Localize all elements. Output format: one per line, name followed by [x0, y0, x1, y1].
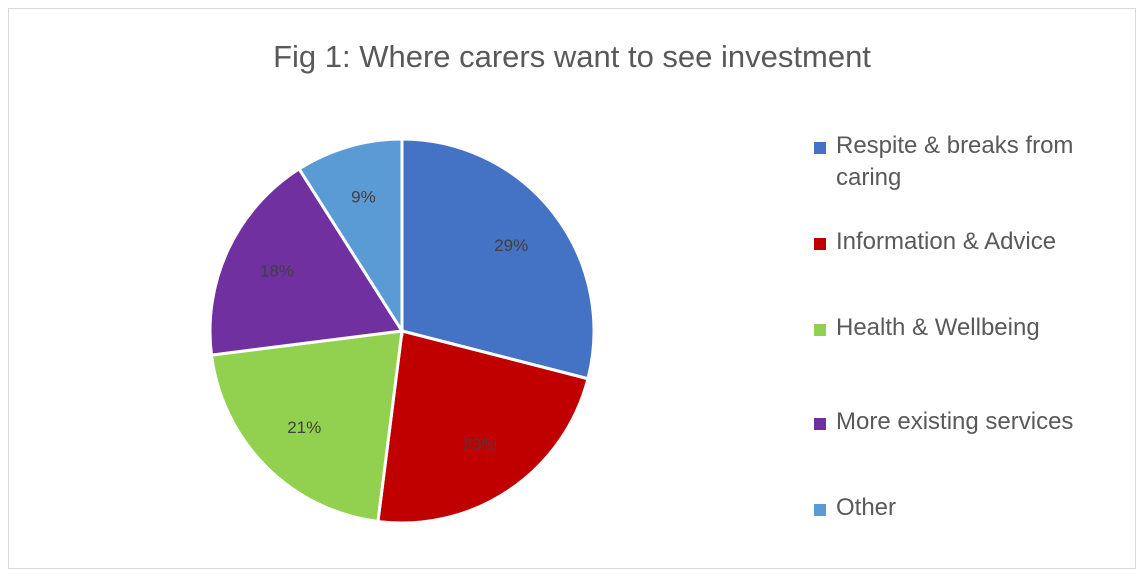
data-label-other: 9% [351, 188, 376, 207]
chart-title: Fig 1: Where carers want to see investme… [273, 39, 871, 74]
legend-swatch [814, 418, 826, 430]
legend-label: Health & Wellbeing [836, 314, 1040, 341]
legend-swatch [814, 504, 826, 516]
legend-item-respite: Respite & breaks from caring [814, 130, 1134, 194]
legend-item-health: Health & Wellbeing [814, 312, 1134, 344]
data-label-information: 23% [463, 435, 497, 454]
pie-slice-health [209, 329, 404, 524]
pie-slice-other [297, 137, 404, 337]
legend-label: Respite & breaks from caring [836, 132, 1074, 191]
legend-item-existing-services: More existing services [814, 406, 1134, 438]
legend-swatch [814, 238, 826, 250]
legend-label: More existing services [836, 408, 1074, 435]
legend-swatch [814, 324, 826, 336]
data-label-health: 21% [287, 418, 321, 437]
pie-slice-respite [400, 137, 596, 381]
legend-item-other: Other [814, 492, 1134, 524]
legend-item-information: Information & Advice [814, 226, 1134, 258]
legend-swatch [814, 142, 826, 154]
legend-label: Information & Advice [836, 228, 1057, 255]
data-label-respite: 29% [494, 236, 528, 255]
pie-slice-existing-services [208, 166, 405, 357]
pie-slice-information [376, 329, 590, 525]
data-label-existing-services: 18% [260, 262, 294, 281]
legend-label: Other [836, 494, 897, 521]
